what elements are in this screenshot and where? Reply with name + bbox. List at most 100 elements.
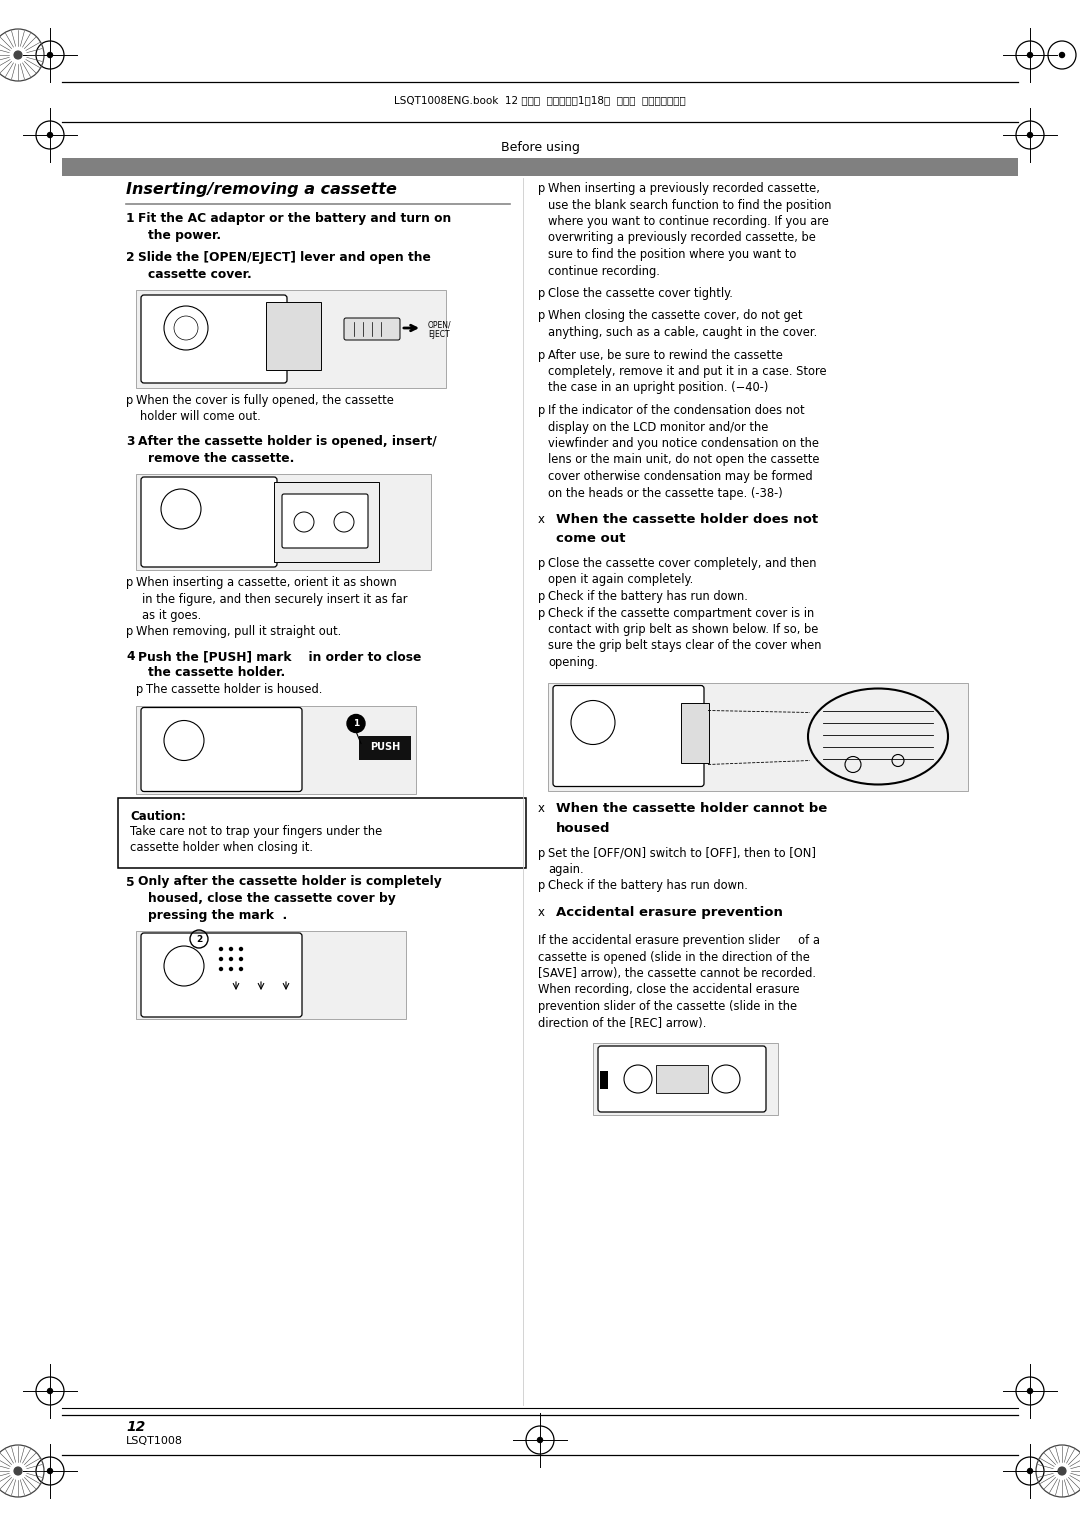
FancyBboxPatch shape — [593, 1042, 778, 1116]
Text: p: p — [126, 575, 133, 589]
FancyBboxPatch shape — [136, 931, 406, 1019]
Text: 5: 5 — [126, 876, 135, 888]
Text: Close the cassette cover tightly.: Close the cassette cover tightly. — [548, 287, 733, 301]
Text: direction of the [REC] arrow).: direction of the [REC] arrow). — [538, 1016, 706, 1030]
FancyBboxPatch shape — [266, 302, 321, 369]
Text: cassette holder when closing it.: cassette holder when closing it. — [130, 841, 313, 855]
Text: holder will come out.: holder will come out. — [140, 410, 260, 424]
Circle shape — [229, 948, 232, 951]
Text: use the blank search function to find the position: use the blank search function to find th… — [548, 198, 832, 212]
Text: 2: 2 — [126, 250, 135, 264]
Text: Slide the [OPEN/EJECT] lever and open the: Slide the [OPEN/EJECT] lever and open th… — [138, 250, 431, 264]
Circle shape — [48, 52, 53, 58]
Text: If the accidental erasure prevention slider     of a: If the accidental erasure prevention sli… — [538, 934, 820, 948]
Text: p: p — [538, 310, 545, 322]
Circle shape — [14, 50, 22, 60]
Text: The cassette holder is housed.: The cassette holder is housed. — [146, 684, 322, 696]
Text: Take care not to trap your fingers under the: Take care not to trap your fingers under… — [130, 826, 382, 838]
FancyBboxPatch shape — [136, 705, 416, 794]
Circle shape — [1027, 133, 1032, 137]
Text: continue recording.: continue recording. — [548, 264, 660, 278]
FancyBboxPatch shape — [681, 702, 708, 763]
Text: p: p — [538, 606, 545, 620]
Text: OPEN/: OPEN/ — [428, 320, 451, 330]
Text: Push the [PUSH] mark    in order to close: Push the [PUSH] mark in order to close — [138, 650, 421, 662]
Text: cover otherwise condensation may be formed: cover otherwise condensation may be form… — [548, 470, 812, 484]
Text: Only after the cassette holder is completely: Only after the cassette holder is comple… — [138, 876, 442, 888]
Text: 2: 2 — [195, 934, 202, 943]
Text: EJECT: EJECT — [428, 330, 449, 339]
Text: After use, be sure to rewind the cassette: After use, be sure to rewind the cassett… — [548, 348, 783, 362]
Text: When removing, pull it straight out.: When removing, pull it straight out. — [136, 626, 341, 638]
Circle shape — [48, 1468, 53, 1474]
Circle shape — [1027, 1468, 1032, 1474]
Circle shape — [538, 1437, 542, 1442]
FancyBboxPatch shape — [136, 475, 431, 571]
Text: When inserting a previously recorded cassette,: When inserting a previously recorded cas… — [548, 182, 820, 195]
Text: When the cassette holder does not: When the cassette holder does not — [556, 513, 819, 526]
Text: the cassette holder.: the cassette holder. — [148, 667, 285, 679]
Circle shape — [219, 948, 222, 951]
Circle shape — [1027, 1389, 1032, 1393]
Text: p: p — [538, 879, 545, 893]
Text: where you want to continue recording. If you are: where you want to continue recording. If… — [548, 215, 828, 227]
Text: PUSH: PUSH — [369, 743, 400, 752]
FancyBboxPatch shape — [553, 685, 704, 786]
FancyBboxPatch shape — [282, 494, 368, 548]
Text: 1: 1 — [126, 212, 135, 224]
FancyBboxPatch shape — [656, 1065, 708, 1093]
Text: opening.: opening. — [548, 656, 598, 668]
FancyBboxPatch shape — [141, 295, 287, 383]
Text: sure to find the position where you want to: sure to find the position where you want… — [548, 249, 796, 261]
Text: When recording, close the accidental erasure: When recording, close the accidental era… — [538, 983, 799, 996]
Text: p: p — [538, 182, 545, 195]
Text: p: p — [126, 626, 133, 638]
Text: [SAVE] arrow), the cassette cannot be recorded.: [SAVE] arrow), the cassette cannot be re… — [538, 967, 816, 980]
FancyBboxPatch shape — [141, 708, 302, 792]
Circle shape — [219, 957, 222, 960]
Text: x: x — [538, 803, 545, 815]
Text: LSQT1008ENG.book  12 ページ  ２００６年1月18日  水曜日  午前１０晎４分: LSQT1008ENG.book 12 ページ ２００６年1月18日 水曜日 午… — [394, 95, 686, 105]
Text: x: x — [538, 513, 545, 526]
Text: as it goes.: as it goes. — [141, 609, 201, 623]
Text: Check if the battery has run down.: Check if the battery has run down. — [548, 591, 747, 603]
Circle shape — [1059, 52, 1065, 58]
Circle shape — [219, 967, 222, 971]
Text: the power.: the power. — [148, 229, 221, 241]
Text: p: p — [538, 847, 545, 859]
Text: p: p — [538, 557, 545, 571]
Text: p: p — [538, 287, 545, 301]
Circle shape — [240, 957, 243, 960]
FancyBboxPatch shape — [359, 736, 411, 760]
Circle shape — [14, 1466, 22, 1476]
Text: lens or the main unit, do not open the cassette: lens or the main unit, do not open the c… — [548, 453, 820, 467]
Text: the case in an upright position. (−40-): the case in an upright position. (−40-) — [548, 382, 768, 395]
Text: prevention slider of the cassette (slide in the: prevention slider of the cassette (slide… — [538, 1000, 797, 1013]
Text: 3: 3 — [126, 435, 135, 449]
Text: Caution:: Caution: — [130, 809, 186, 823]
Text: x: x — [538, 906, 545, 919]
Text: Close the cassette cover completely, and then: Close the cassette cover completely, and… — [548, 557, 816, 571]
Text: remove the cassette.: remove the cassette. — [148, 452, 295, 464]
FancyBboxPatch shape — [141, 478, 276, 568]
Text: 4: 4 — [126, 650, 135, 662]
FancyBboxPatch shape — [136, 290, 446, 388]
Text: overwriting a previously recorded cassette, be: overwriting a previously recorded casset… — [548, 232, 815, 244]
Text: p: p — [538, 591, 545, 603]
Text: When the cover is fully opened, the cassette: When the cover is fully opened, the cass… — [136, 394, 394, 407]
Text: display on the LCD monitor and/or the: display on the LCD monitor and/or the — [548, 421, 768, 433]
Text: housed, close the cassette cover by: housed, close the cassette cover by — [148, 893, 395, 905]
FancyBboxPatch shape — [600, 1071, 608, 1090]
Text: on the heads or the cassette tape. (-38-): on the heads or the cassette tape. (-38-… — [548, 487, 783, 499]
Text: cassette is opened (slide in the direction of the: cassette is opened (slide in the directi… — [538, 951, 810, 963]
Text: When the cassette holder cannot be: When the cassette holder cannot be — [556, 803, 827, 815]
Text: pressing the mark  .: pressing the mark . — [148, 908, 287, 922]
Text: Accidental erasure prevention: Accidental erasure prevention — [556, 906, 783, 919]
Circle shape — [240, 967, 243, 971]
Text: Set the [OFF/ON] switch to [OFF], then to [ON]: Set the [OFF/ON] switch to [OFF], then t… — [548, 847, 816, 859]
Circle shape — [240, 948, 243, 951]
Circle shape — [48, 133, 53, 137]
Circle shape — [347, 714, 365, 732]
Text: After the cassette holder is opened, insert/: After the cassette holder is opened, ins… — [138, 435, 436, 449]
FancyBboxPatch shape — [548, 682, 968, 790]
